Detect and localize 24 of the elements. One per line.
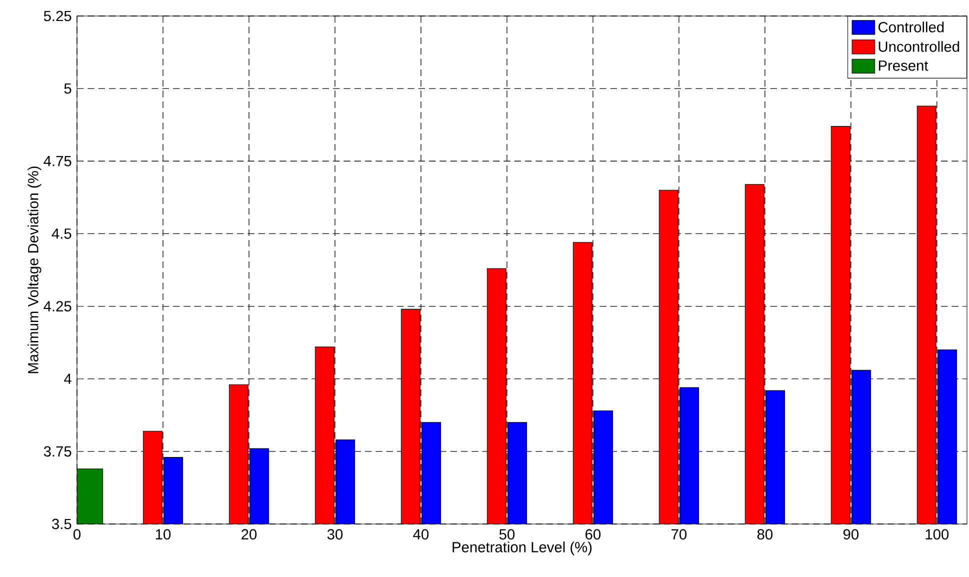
x-tick-label: 10 bbox=[156, 529, 171, 540]
legend-label: Uncontrolled bbox=[878, 41, 960, 52]
x-tick-label: 90 bbox=[843, 529, 858, 540]
y-tick-label: 4.75 bbox=[44, 156, 72, 166]
x-tick-label: 70 bbox=[672, 529, 687, 540]
y-tick-label: 5 bbox=[64, 83, 72, 94]
y-tick-label: 4 bbox=[64, 374, 72, 384]
y-tick-label: 3.5 bbox=[52, 518, 72, 530]
x-tick-label: 0 bbox=[74, 529, 81, 540]
x-tick-label: 20 bbox=[242, 529, 257, 540]
x-tick-label: 60 bbox=[586, 529, 601, 540]
legend-label: Present bbox=[878, 60, 928, 71]
y-tick-label: 5.25 bbox=[44, 10, 72, 22]
legend-label: Controlled bbox=[878, 22, 944, 32]
y-axis-title: Maximum Voltage Deviation (%) bbox=[28, 166, 42, 374]
x-tick-label: 50 bbox=[499, 529, 515, 540]
x-tick-label: 100 bbox=[926, 529, 949, 540]
y-tick-label: 4.25 bbox=[44, 301, 72, 312]
y-tick-label: 4.5 bbox=[52, 228, 72, 239]
y-tick-label: 3.75 bbox=[44, 446, 72, 457]
x-tick-label: 80 bbox=[757, 529, 772, 540]
x-tick-label: 30 bbox=[327, 529, 343, 540]
x-axis-title: Penetration Level (%) bbox=[452, 542, 592, 556]
x-tick-label: 40 bbox=[413, 529, 429, 540]
